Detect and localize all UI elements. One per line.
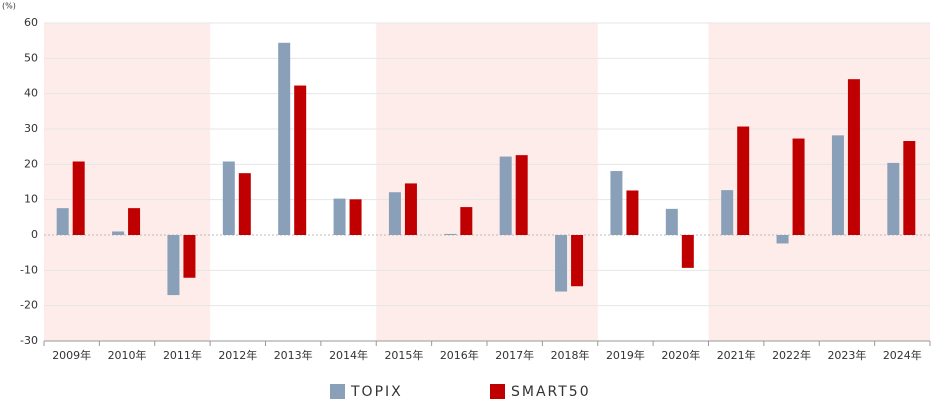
- bar: [333, 198, 346, 235]
- x-tick-label: 2009年: [52, 348, 91, 362]
- bar: [238, 173, 251, 235]
- bar: [792, 138, 805, 235]
- x-tick-label: 2011年: [163, 348, 202, 362]
- x-tick-label: 2017年: [495, 348, 534, 362]
- x-tick-label: 2019年: [606, 348, 645, 362]
- y-tick-label: 10: [24, 193, 38, 206]
- x-tick-label: 2013年: [274, 348, 313, 362]
- bar: [737, 126, 750, 235]
- y-tick-label: 40: [24, 87, 38, 100]
- bar: [294, 85, 307, 235]
- legend-label: TOPIX: [350, 384, 403, 400]
- bar: [887, 162, 900, 235]
- y-tick-label: -30: [20, 334, 38, 347]
- bar: [515, 155, 528, 235]
- legend-swatch: [330, 384, 345, 399]
- legend-swatch: [490, 384, 505, 399]
- bar: [112, 231, 125, 235]
- bar: [555, 235, 568, 292]
- y-tick-label: 50: [24, 51, 38, 64]
- x-tick-label: 2023年: [827, 348, 866, 362]
- y-tick-label: 30: [24, 122, 38, 135]
- bar: [444, 233, 457, 235]
- bar: [460, 207, 473, 235]
- bar: [610, 171, 623, 235]
- bar: [903, 141, 916, 235]
- x-tick-label: 2018年: [551, 348, 590, 362]
- x-tick-label: 2021年: [717, 348, 756, 362]
- y-tick-label: -10: [20, 263, 38, 276]
- y-tick-label: -20: [20, 299, 38, 312]
- bar: [499, 156, 512, 235]
- bar: [626, 190, 639, 235]
- bar: [56, 208, 69, 235]
- bar: [349, 199, 362, 235]
- bar: [681, 235, 694, 268]
- bar: [847, 79, 860, 236]
- x-tick-label: 2022年: [772, 348, 811, 362]
- bar: [776, 235, 789, 244]
- bar: [128, 208, 141, 235]
- x-tick-label: 2015年: [384, 348, 423, 362]
- y-unit: (%): [2, 2, 16, 11]
- y-tick-label: 20: [24, 157, 38, 170]
- y-tick-label: 60: [24, 16, 38, 29]
- x-tick-label: 2010年: [108, 348, 147, 362]
- bar: [665, 208, 678, 235]
- period-shade: [376, 23, 598, 341]
- bar: [183, 235, 196, 278]
- bar: [72, 161, 85, 235]
- x-tick-label: 2012年: [218, 348, 257, 362]
- y-tick-label: 0: [31, 228, 38, 241]
- bar: [404, 183, 417, 235]
- bar: [571, 235, 584, 287]
- bar: [388, 192, 401, 235]
- x-tick-label: 2016年: [440, 348, 479, 362]
- x-tick-label: 2024年: [883, 348, 922, 362]
- bar: [167, 235, 180, 296]
- legend-label: SMART50: [511, 384, 591, 400]
- bar: [278, 42, 291, 235]
- bar: [721, 190, 734, 235]
- period-shade: [44, 23, 211, 341]
- bar: [831, 135, 844, 235]
- x-tick-label: 2014年: [329, 348, 368, 362]
- bar: [222, 161, 235, 235]
- x-tick-label: 2020年: [661, 348, 700, 362]
